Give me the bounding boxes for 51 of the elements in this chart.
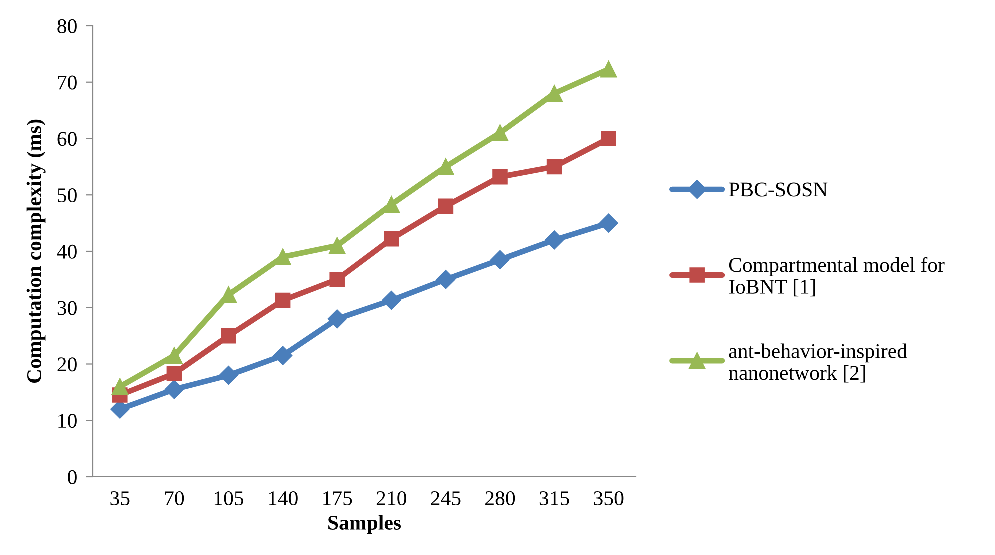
x-tick-label: 245	[431, 492, 461, 506]
x-tick-label: 35	[110, 492, 130, 506]
point	[599, 214, 618, 233]
x-tick-label: 140	[269, 491, 298, 506]
point	[545, 230, 564, 250]
point	[384, 231, 400, 247]
point	[166, 347, 183, 364]
point	[330, 272, 345, 288]
point	[438, 198, 454, 214]
x-tick-label: 105	[214, 491, 244, 506]
x-tick-label: 210	[376, 491, 406, 506]
x-tick-label: 280	[486, 491, 516, 506]
point	[436, 270, 456, 290]
point	[492, 169, 508, 185]
y-tick-label: 10	[58, 414, 77, 428]
y-tick-label: 0	[68, 470, 77, 484]
point	[219, 366, 238, 386]
point	[164, 380, 184, 400]
x-tick-label: 175	[324, 492, 352, 506]
point	[601, 131, 616, 146]
point	[166, 366, 182, 382]
point	[221, 328, 236, 344]
point	[438, 158, 454, 176]
point	[382, 291, 402, 310]
point	[383, 196, 400, 214]
y-tick-label: 60	[58, 132, 77, 146]
point	[490, 250, 510, 270]
point	[492, 124, 509, 142]
point	[546, 159, 562, 175]
point	[328, 310, 347, 329]
y-axis-title: Computation complexity (ms)	[26, 120, 46, 383]
y-tick-label: 30	[58, 301, 77, 316]
y-tick-label: 20	[58, 358, 77, 372]
x-axis-title: Samples	[328, 515, 402, 534]
y-tick-label: 70	[58, 76, 77, 90]
legend-label: Compartmental model for IoBNT [1]	[729, 257, 945, 297]
point	[274, 346, 293, 366]
point	[329, 238, 346, 254]
point	[275, 292, 291, 308]
point	[546, 85, 563, 102]
x-tick-label: 350	[594, 491, 624, 506]
x-tick-label: 70	[165, 491, 184, 506]
point	[600, 61, 618, 78]
x-tick-label: 315	[540, 492, 570, 506]
legend-label: PBC-SOSN	[729, 182, 828, 197]
legend-label: ant-behavior-inspired nanonetwork [2]	[729, 344, 908, 383]
point	[274, 248, 292, 266]
y-tick-label: 50	[58, 188, 77, 203]
point	[112, 378, 128, 396]
y-tick-label: 40	[57, 244, 77, 259]
y-tick-label: 80	[58, 19, 77, 34]
